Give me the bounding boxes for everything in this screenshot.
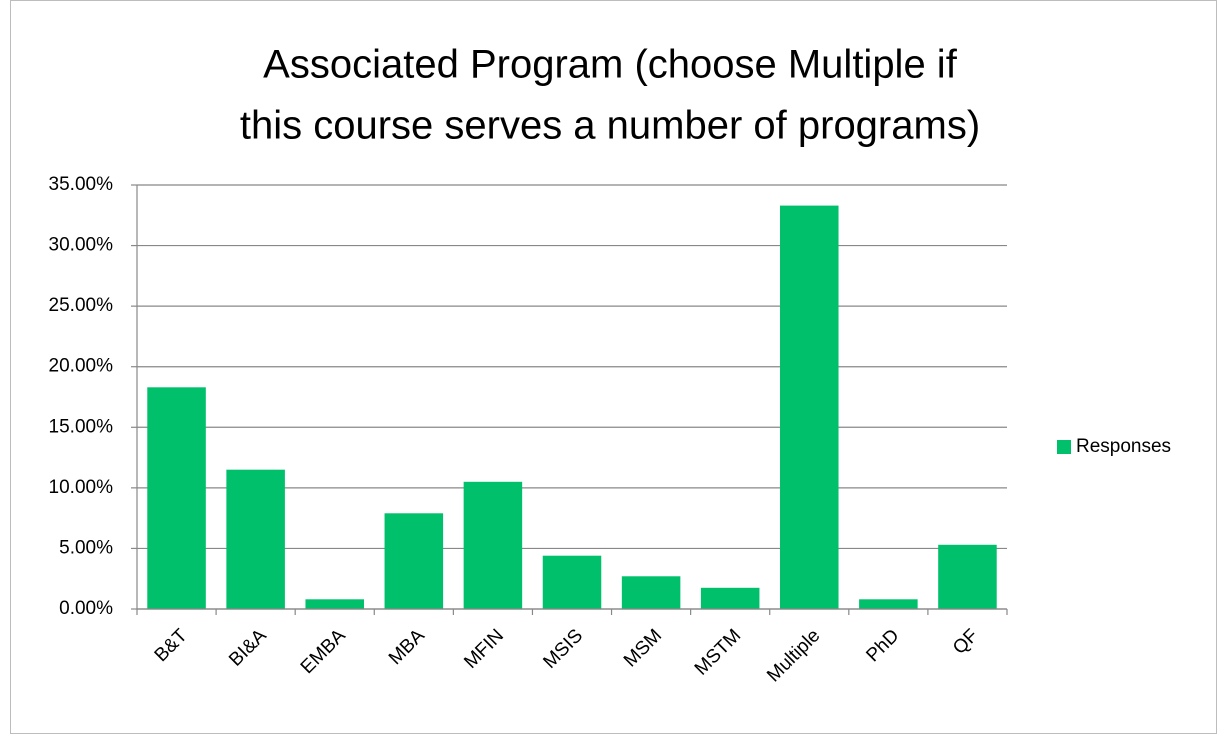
y-tick-label: 10.00% (49, 477, 114, 498)
chart-title: Associated Program (choose Multiple if (263, 43, 958, 87)
bar (226, 469, 285, 609)
legend-swatch (1057, 440, 1071, 454)
bar (780, 205, 839, 609)
bar (700, 587, 760, 609)
chart-title: this course serves a number of programs) (240, 104, 980, 148)
bar (859, 599, 918, 609)
y-tick-label: 35.00% (49, 174, 114, 195)
bar (938, 544, 997, 609)
bar (542, 555, 602, 609)
y-tick-label: 5.00% (59, 537, 113, 558)
y-tick-label: 25.00% (49, 295, 114, 316)
y-tick-label: 15.00% (49, 416, 114, 437)
y-tick-label: 30.00% (49, 235, 114, 256)
y-tick-label: 20.00% (49, 356, 114, 377)
bar (384, 513, 444, 609)
bar (305, 599, 364, 609)
legend-label: Responses (1076, 436, 1171, 457)
bar (147, 387, 206, 609)
bar (621, 576, 681, 609)
bar (463, 481, 523, 609)
y-tick-label: 0.00% (59, 598, 113, 619)
